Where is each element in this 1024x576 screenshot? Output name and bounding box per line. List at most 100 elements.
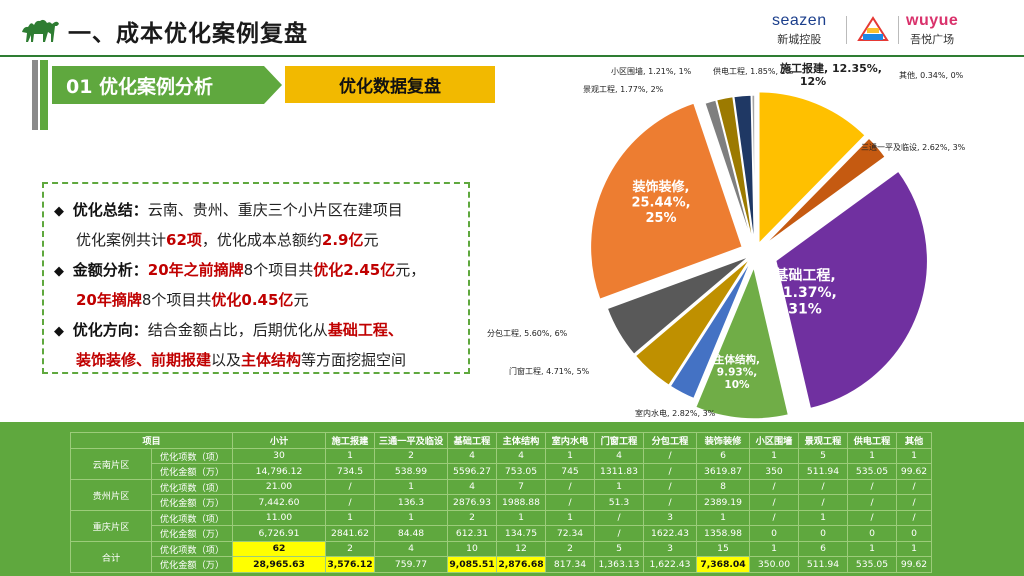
wuyue-logo-cn: 吾悦广场: [910, 33, 955, 46]
summary-text: 以及: [211, 351, 242, 369]
table-row: 重庆片区 优化项数（项） 11.00 1 1 2 1 1/3 1/1//: [70, 509, 932, 542]
seazen-logo-text: seazen: [772, 12, 827, 29]
table-cell: 51.3: [594, 494, 644, 511]
summary-line: 优化案例共计62项，优化成本总额约2.9亿元: [76, 230, 379, 250]
table-cell: 1: [749, 540, 799, 557]
table-cell: /: [643, 447, 697, 464]
summary-line: 20年摘牌8个项目共优化0.45亿元: [76, 290, 308, 310]
table-cell: 1: [325, 509, 375, 526]
pie-label-装饰装修: 装饰装修, 25.44%, 25%: [631, 179, 690, 226]
table-header-cell: 主体结构: [496, 432, 546, 449]
table-cell: 9,085.51: [447, 556, 497, 573]
table-cell: 1: [847, 540, 897, 557]
table-cell: 1988.88: [496, 494, 546, 511]
summary-line: ◆ 优化方向：结合金额占比，后期优化从基础工程、: [54, 320, 403, 342]
pie-slice-基础工程: [774, 170, 929, 410]
table-cell: 15: [696, 540, 750, 557]
pie-label-分包工程: 分包工程, 5.60%, 6%: [487, 328, 568, 338]
table-cell: /: [325, 478, 375, 495]
table-cell: /: [896, 494, 932, 511]
table-cell: 1: [325, 447, 375, 464]
table-cell: 2876.93: [447, 494, 497, 511]
summary-text: 8个项目共: [243, 261, 314, 279]
summary-highlight: 优化2.45亿: [313, 261, 396, 279]
table-cell: /: [643, 463, 697, 480]
table-cell: 1: [749, 447, 799, 464]
table-metric-cell: 优化项数（项）: [151, 478, 233, 495]
pie-slice-装饰装修: [589, 101, 744, 301]
table-region-cell: 合计: [70, 540, 152, 573]
table-metric-cell: 优化金额（万）: [151, 463, 233, 480]
summary-text: 元: [363, 231, 379, 249]
table-cell: 10: [447, 540, 497, 557]
section-subtitle: 优化数据复盘: [285, 66, 495, 103]
cost-pie-chart: 施工报建, 12.35%, 12% 三通一平及临设, 2.62%, 3% 基础工程, 3…: [487, 61, 966, 420]
table-cell: 3,576.12: [325, 556, 375, 573]
table-cell: 1: [374, 509, 448, 526]
header-divider: [0, 55, 1024, 57]
accent-bar: [40, 60, 48, 130]
table-cell: 0: [896, 525, 932, 542]
summary-text: 优化案例共计: [76, 231, 167, 249]
table-cell: 4: [594, 447, 644, 464]
section-tag-shape: [52, 66, 282, 104]
table-cell: 2: [374, 447, 448, 464]
table-cell: 535.05: [847, 556, 897, 573]
table-row: 合计 优化项数（项） 62 2 4 10 12 2 5 3 15 1 6 1 1: [70, 540, 932, 573]
pie-label-景观工程: 景观工程, 1.77%, 2%: [583, 85, 664, 94]
table-header-cell: 其他: [896, 432, 932, 449]
table-header-row: 项目 小计 施工报建 三通一平及临设 基础工程 主体结构 室内水电 门窗工程 分包工程 装饰装修小…: [70, 432, 932, 449]
table-cell: 2: [325, 540, 375, 557]
section-label: 01 优化案例分析: [66, 76, 214, 98]
table-cell: 511.94: [798, 556, 848, 573]
table-cell: 350: [749, 463, 799, 480]
summary-text: ，优化成本总额约: [201, 231, 322, 249]
pie-label-三通一平及临设: 三通一平及临设, 2.62%, 3%: [861, 142, 966, 152]
table-metric-cell: 优化项数（项）: [151, 447, 233, 464]
table-cell: 8: [696, 478, 750, 495]
pie-label-小区围墙: 小区围墙, 1.21%, 1%: [611, 66, 692, 76]
table-cell: 72.34: [545, 525, 595, 542]
table-cell: 4: [447, 447, 497, 464]
pie-slice-施工报建: [758, 90, 867, 246]
summary-heading: 优化总结：: [72, 201, 148, 219]
table-header-cell: 施工报建: [325, 432, 375, 449]
table-header-cell: 供电工程: [847, 432, 897, 449]
optimization-table: 项目 小计 施工报建 三通一平及临设 基础工程 主体结构 室内水电 门窗工程 分包工程 装饰装修小…: [70, 432, 932, 573]
table-region-cell: 贵州片区: [70, 478, 152, 511]
table-cell: 7,368.04: [696, 556, 750, 573]
summary-highlight: 20年之前摘牌: [147, 261, 244, 279]
table-cell: 1: [896, 447, 932, 464]
summary-text: 云南、贵州、重庆三个小片区在建项目: [147, 201, 403, 219]
table-cell: 350.00: [749, 556, 799, 573]
table-cell: 12: [496, 540, 546, 557]
pie-slice-分包工程: [606, 255, 751, 356]
table-cell: /: [798, 478, 848, 495]
table-header-cell: 小计: [232, 432, 326, 449]
table-cell: /: [545, 478, 595, 495]
table-cell: 1: [798, 509, 848, 526]
table-cell: 99.62: [896, 556, 932, 573]
pie-label-施工报建: 施工报建, 12.35%, 12%: [780, 61, 882, 88]
table-cell: 0: [798, 525, 848, 542]
diamond-bullet-icon: ◆: [54, 264, 64, 279]
table-row: 优化金额（万） 7,442.60/136.3 2876.93 1988.88/51.3…: [71, 494, 932, 511]
pie-label-室内水电: 室内水电, 2.82%, 3%: [635, 408, 716, 418]
summary-heading: 金额分析：: [72, 261, 148, 279]
table-header-cell: 分包工程: [643, 432, 697, 449]
table-cell: 134.75: [496, 525, 546, 542]
table-header-cell: 三通一平及临设: [374, 432, 448, 449]
table-cell: 4: [374, 540, 448, 557]
table-cell: /: [896, 478, 932, 495]
anniversary-logo-icon: [857, 16, 889, 41]
table-cell: /: [545, 494, 595, 511]
table-cell: 3619.87: [696, 463, 750, 480]
table-cell: 745: [545, 463, 595, 480]
table-cell: 3: [643, 509, 697, 526]
table-cell: /: [896, 509, 932, 526]
table-cell: 1,363.13: [594, 556, 644, 573]
table-cell: 21.00: [232, 478, 326, 495]
table-cell: 5596.27: [447, 463, 497, 480]
summary-highlight: 20年摘牌: [76, 291, 142, 309]
table-cell: 3: [643, 540, 697, 557]
